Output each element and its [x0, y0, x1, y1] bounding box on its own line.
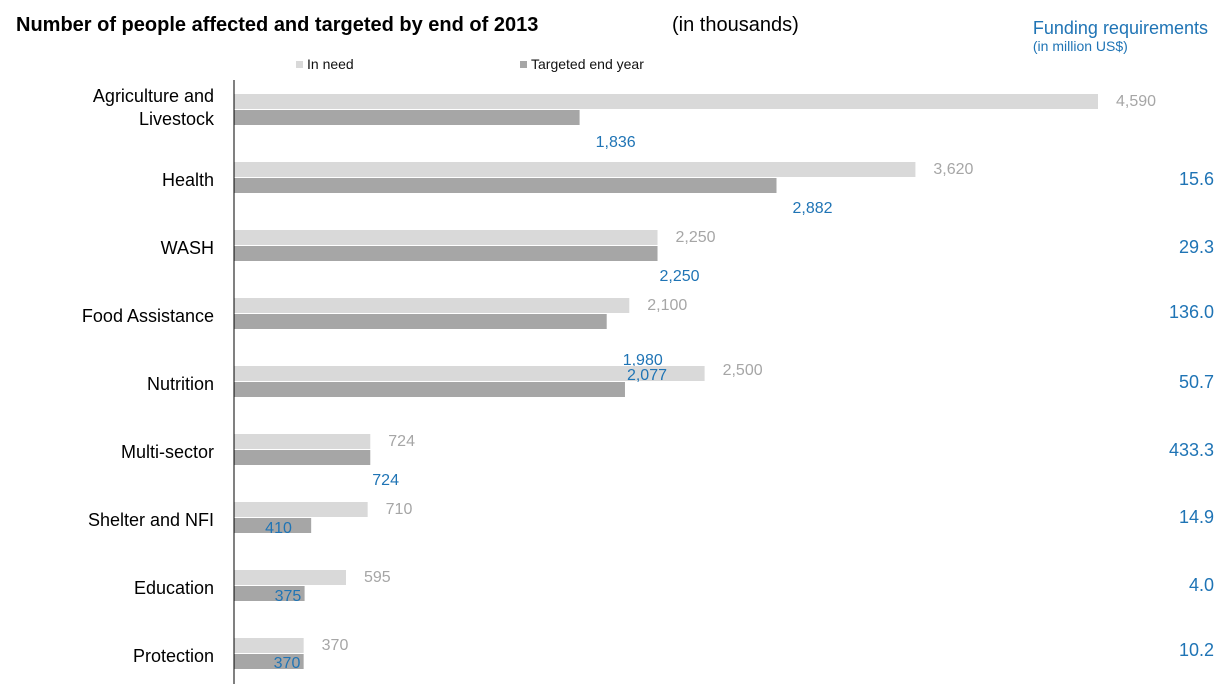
- data-label-in-need: 2,250: [676, 229, 716, 246]
- funding-value: 50.7: [1179, 372, 1214, 392]
- category-label: Protection: [133, 646, 214, 666]
- bar-in-need: [234, 502, 368, 517]
- bar-targeted: [234, 110, 580, 125]
- funding-header: Funding requirements (in million US$): [1033, 18, 1208, 54]
- data-label-targeted: 370: [274, 655, 301, 672]
- funding-value: 4.0: [1189, 575, 1214, 595]
- category-label: Nutrition: [147, 374, 214, 394]
- bar-targeted: [234, 382, 625, 397]
- funding-value: 136.0: [1169, 302, 1214, 322]
- bar-in-need: [234, 366, 705, 381]
- category-label: Education: [134, 578, 214, 598]
- chart-title: Number of people affected and targeted b…: [16, 14, 799, 37]
- legend-swatch-targeted: [520, 61, 527, 68]
- data-label-in-need: 370: [322, 637, 349, 654]
- data-label-in-need: 2,100: [647, 297, 687, 314]
- data-label-in-need: 3,620: [933, 161, 973, 178]
- funding-value: 433.3: [1169, 440, 1214, 460]
- data-label-targeted: 410: [265, 520, 292, 537]
- chart-title-unit: (in thousands): [672, 14, 799, 36]
- funding-header-unit: (in million US$): [1032, 38, 1128, 54]
- legend-label-targeted: Targeted end year: [531, 56, 644, 72]
- category-label: Shelter and NFI: [88, 510, 214, 530]
- funding-header-title: Funding requirements: [1032, 18, 1208, 38]
- data-label-in-need: 710: [386, 501, 413, 518]
- data-label-targeted: 724: [372, 472, 399, 489]
- legend-label-in-need: In need: [307, 56, 354, 72]
- category-label: WASH: [161, 238, 214, 258]
- legend-item-in-need: In need: [296, 56, 354, 72]
- data-label-targeted: 2,077: [627, 367, 667, 384]
- funding-value: 15.6: [1179, 169, 1214, 189]
- category-label: Health: [162, 170, 214, 190]
- category-label: Multi-sector: [121, 442, 214, 462]
- bar-targeted: [234, 450, 371, 465]
- data-label-targeted: 375: [275, 588, 302, 605]
- data-label-targeted: 2,882: [792, 200, 832, 217]
- funding-value: 14.9: [1179, 507, 1214, 527]
- data-label-targeted: 2,250: [660, 268, 700, 285]
- legend-swatch-in-need: [296, 61, 303, 68]
- bar-in-need: [234, 638, 304, 653]
- legend-item-targeted: Targeted end year: [520, 56, 644, 72]
- bar-targeted: [234, 654, 304, 669]
- bar-targeted: [234, 586, 305, 601]
- bar-in-need: [234, 570, 346, 585]
- bar-targeted: [234, 178, 777, 193]
- bar-targeted: [234, 246, 658, 261]
- bar-in-need: [234, 94, 1098, 109]
- category-label: Agriculture and Livestock: [93, 86, 215, 129]
- chart-title-text: Number of people affected and targeted b…: [16, 14, 539, 36]
- bar-in-need: [234, 230, 658, 245]
- data-label-targeted: 1,980: [623, 352, 663, 369]
- data-label-in-need: 595: [364, 569, 391, 586]
- category-label: Food Assistance: [82, 306, 214, 326]
- bar-in-need: [234, 298, 630, 313]
- data-label-in-need: 2,500: [723, 362, 763, 379]
- bar-in-need: [234, 434, 371, 449]
- bar-in-need: [234, 162, 916, 177]
- funding-value: 29.3: [1179, 237, 1214, 257]
- data-label-in-need: 724: [388, 433, 415, 450]
- data-label-targeted: 1,836: [596, 134, 636, 151]
- data-label-in-need: 4,590: [1116, 93, 1156, 110]
- bar-targeted: [234, 518, 312, 533]
- bar-targeted: [234, 314, 607, 329]
- funding-value: 10.2: [1179, 640, 1214, 660]
